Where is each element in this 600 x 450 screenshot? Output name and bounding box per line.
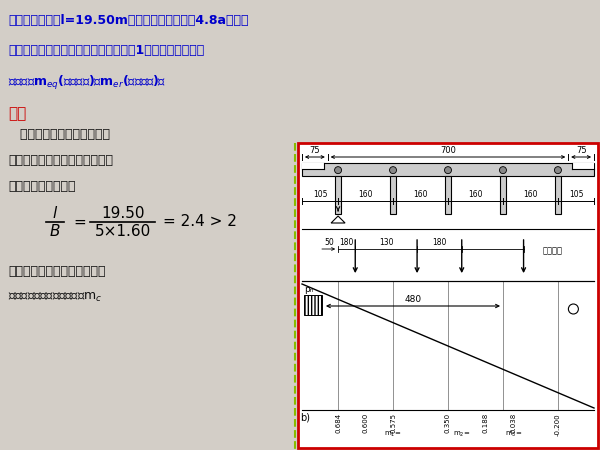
Text: 0.600: 0.600 — [362, 413, 368, 433]
Text: m$_1$=: m$_1$= — [385, 430, 402, 439]
Text: B: B — [50, 224, 60, 239]
Text: 0.038: 0.038 — [510, 413, 516, 433]
Text: 480: 480 — [404, 295, 422, 304]
Text: 75: 75 — [576, 146, 586, 155]
Polygon shape — [331, 216, 345, 223]
Text: 分布系数m$_{eq}$(汽车荷载)和m$_{er}$(人群荷载)。: 分布系数m$_{eq}$(汽车荷载)和m$_{er}$(人群荷载)。 — [8, 74, 166, 92]
Text: m$_2$=: m$_2$= — [453, 430, 470, 439]
Text: pₙ: pₙ — [304, 285, 313, 294]
Text: 故可按偏心压力法来绘制横向: 故可按偏心压力法来绘制横向 — [8, 265, 106, 278]
Bar — [572, 163, 594, 169]
Text: 75: 75 — [310, 146, 320, 155]
Text: 180: 180 — [432, 238, 446, 247]
Text: 汽车荷载: 汽车荷载 — [542, 247, 562, 256]
Bar — [335, 176, 341, 214]
Bar — [390, 176, 396, 214]
Text: 160: 160 — [413, 190, 428, 199]
Text: 影响线并计算横向分布系数m$_c$: 影响线并计算横向分布系数m$_c$ — [8, 291, 103, 304]
Text: -0.200: -0.200 — [555, 413, 561, 436]
Circle shape — [335, 166, 341, 174]
Bar — [555, 176, 560, 214]
Text: 130: 130 — [379, 238, 394, 247]
Text: 160: 160 — [523, 190, 538, 199]
Text: 160: 160 — [358, 190, 373, 199]
Text: 105: 105 — [569, 190, 583, 199]
Text: =: = — [73, 215, 86, 230]
Text: 重结构的跨宽比为：: 重结构的跨宽比为： — [8, 180, 76, 193]
Bar — [302, 163, 325, 169]
Text: l: l — [53, 206, 57, 220]
Text: 19.50: 19.50 — [101, 206, 145, 220]
Circle shape — [554, 166, 562, 174]
Text: 50: 50 — [324, 238, 334, 247]
Text: 0.350: 0.350 — [445, 413, 451, 433]
Text: 此桥在跨度内设有横隔梁，: 此桥在跨度内设有横隔梁， — [8, 128, 110, 141]
Text: 有一座计算跨径l=19.50m的桥梁，横截面如图4.8a所示，: 有一座计算跨径l=19.50m的桥梁，横截面如图4.8a所示， — [8, 14, 248, 27]
Text: 0.684: 0.684 — [335, 413, 341, 433]
Text: b): b) — [300, 412, 310, 422]
Text: m$_3$=: m$_3$= — [505, 430, 522, 439]
Text: 105: 105 — [313, 190, 327, 199]
Circle shape — [568, 304, 578, 314]
Circle shape — [499, 166, 506, 174]
Text: 180: 180 — [340, 238, 354, 247]
Text: 0.188: 0.188 — [483, 413, 489, 433]
Bar — [302, 163, 594, 176]
Circle shape — [389, 166, 397, 174]
Text: 160: 160 — [468, 190, 483, 199]
Bar — [304, 295, 322, 315]
Text: 5×1.60: 5×1.60 — [95, 224, 151, 239]
Text: 具有强大的横向连结刚性，且承: 具有强大的横向连结刚性，且承 — [8, 154, 113, 167]
Text: 0.575: 0.575 — [390, 413, 396, 433]
Circle shape — [445, 166, 452, 174]
Bar — [445, 176, 451, 214]
Text: 各主梁截面相同，试求荷载位于跨中时1号边梁的荷载横向: 各主梁截面相同，试求荷载位于跨中时1号边梁的荷载横向 — [8, 44, 204, 57]
Text: = 2.4 > 2: = 2.4 > 2 — [163, 215, 237, 230]
Text: 700: 700 — [440, 146, 456, 155]
Bar — [298, 143, 598, 448]
Bar — [500, 176, 506, 214]
Text: 解：: 解： — [8, 106, 26, 121]
